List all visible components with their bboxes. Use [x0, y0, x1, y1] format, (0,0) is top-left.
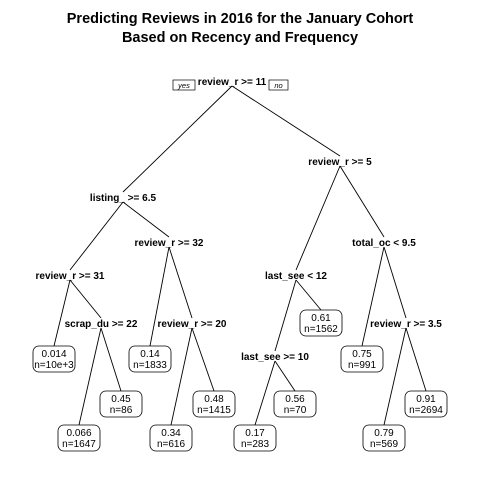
tree-edge	[122, 85, 233, 193]
nodes: review_r >= 11 listing_ >= 6.5 review_r >=…	[32, 77, 448, 452]
leaf-value: 0.56	[285, 394, 305, 405]
tree-edge	[383, 246, 407, 319]
yes-label-box	[172, 79, 196, 91]
tree-edge	[339, 165, 385, 238]
leaf-value: 0.17	[245, 428, 265, 439]
leaf-count: n=1415	[197, 405, 231, 416]
leaf-box	[273, 390, 317, 418]
no-label-text: no	[274, 81, 282, 90]
leaf-value: 0.45	[111, 394, 131, 405]
split-label: scrap_du >= 22	[65, 319, 138, 330]
tree-edge	[168, 246, 193, 319]
figure-title: Predicting Reviews in 2016 for the Janua…	[0, 10, 480, 48]
leaf-box	[299, 309, 343, 337]
split-label: review_r >= 32	[135, 238, 204, 249]
leaf-count: n=616	[157, 439, 186, 450]
leaf-value: 0.014	[41, 349, 66, 360]
tree-edge	[191, 327, 215, 392]
leaf-box	[404, 390, 448, 418]
leaf-count: n=283	[241, 439, 270, 450]
tree-edge	[254, 360, 276, 426]
leaf-node: 0.48n=1415	[192, 390, 236, 418]
tree-edge	[69, 201, 124, 271]
leaf-count: n=1562	[304, 324, 338, 335]
leaf-box	[32, 345, 76, 373]
leaf-node: 0.91n=2694	[404, 390, 448, 418]
leaf-count: n=1833	[133, 360, 167, 371]
leaf-value: 0.75	[352, 349, 372, 360]
tree-edge	[149, 246, 170, 347]
tree-edge	[53, 279, 71, 347]
leaf-box	[128, 345, 172, 373]
no-branch-label: no	[268, 79, 289, 91]
leaf-value: 0.79	[374, 428, 394, 439]
tree-edge	[78, 327, 102, 426]
split-label: review_r >= 5	[308, 157, 372, 168]
leaf-node: 0.56n=70	[273, 390, 317, 418]
leaf-value: 0.91	[416, 394, 436, 405]
leaf-count: n=1647	[62, 439, 96, 450]
tree-edge	[274, 279, 297, 352]
leaf-value: 0.066	[66, 428, 91, 439]
split-label: total_oc < 9.5	[352, 238, 416, 249]
leaf-count: n=70	[284, 405, 307, 416]
yes-branch-label: yes	[172, 79, 196, 91]
leaf-count: n=86	[110, 405, 133, 416]
split-label: listing_ >= 6.5	[90, 193, 157, 204]
tree-edge	[231, 85, 341, 157]
tree-edge	[69, 279, 102, 319]
leaf-count: n=991	[348, 360, 377, 371]
tree-edge	[383, 327, 407, 426]
tree-edge	[405, 327, 427, 392]
yes-label-text: yes	[177, 81, 190, 90]
title-line-1: Predicting Reviews in 2016 for the Janua…	[66, 11, 414, 27]
leaf-node: 0.45n=86	[99, 390, 143, 418]
tree-edge	[170, 327, 193, 426]
tree-edge	[100, 327, 122, 392]
leaf-box	[362, 424, 406, 452]
title-line-2: Based on Recency and Frequency	[121, 30, 359, 46]
leaf-node: 0.17n=283	[233, 424, 277, 452]
leaf-value: 0.61	[311, 313, 331, 324]
leaf-count: n=569	[370, 439, 399, 450]
split-label: last_see >= 10	[241, 352, 309, 363]
leaf-node: 0.79n=569	[362, 424, 406, 452]
split-label: review_r >= 11	[198, 77, 267, 88]
leaf-count: n=2694	[409, 405, 443, 416]
tree-edge	[295, 165, 341, 271]
split-label: review_r >= 31	[36, 271, 105, 282]
leaf-node: 0.75n=991	[340, 345, 384, 373]
leaf-box	[233, 424, 277, 452]
split-label: review_r >= 3.5	[370, 319, 442, 330]
edges	[53, 85, 427, 426]
tree-edge	[295, 279, 322, 311]
leaf-node: 0.14n=1833	[128, 345, 172, 373]
leaf-box	[57, 424, 101, 452]
leaf-value: 0.48	[204, 394, 224, 405]
leaf-node: 0.34n=616	[149, 424, 193, 452]
leaf-box	[340, 345, 384, 373]
tree-edge	[361, 246, 385, 347]
split-label: review_r >= 20	[158, 319, 227, 330]
split-label: last_see < 12	[265, 271, 327, 282]
leaf-box	[149, 424, 193, 452]
no-label-box	[268, 79, 289, 91]
tree-edge	[274, 360, 296, 392]
leaf-count: n=10e+3	[34, 360, 74, 371]
tree-edge	[122, 201, 170, 238]
leaf-box	[99, 390, 143, 418]
leaf-value: 0.34	[161, 428, 181, 439]
leaf-node: 0.61n=1562	[299, 309, 343, 337]
leaf-value: 0.14	[140, 349, 160, 360]
leaf-box	[192, 390, 236, 418]
